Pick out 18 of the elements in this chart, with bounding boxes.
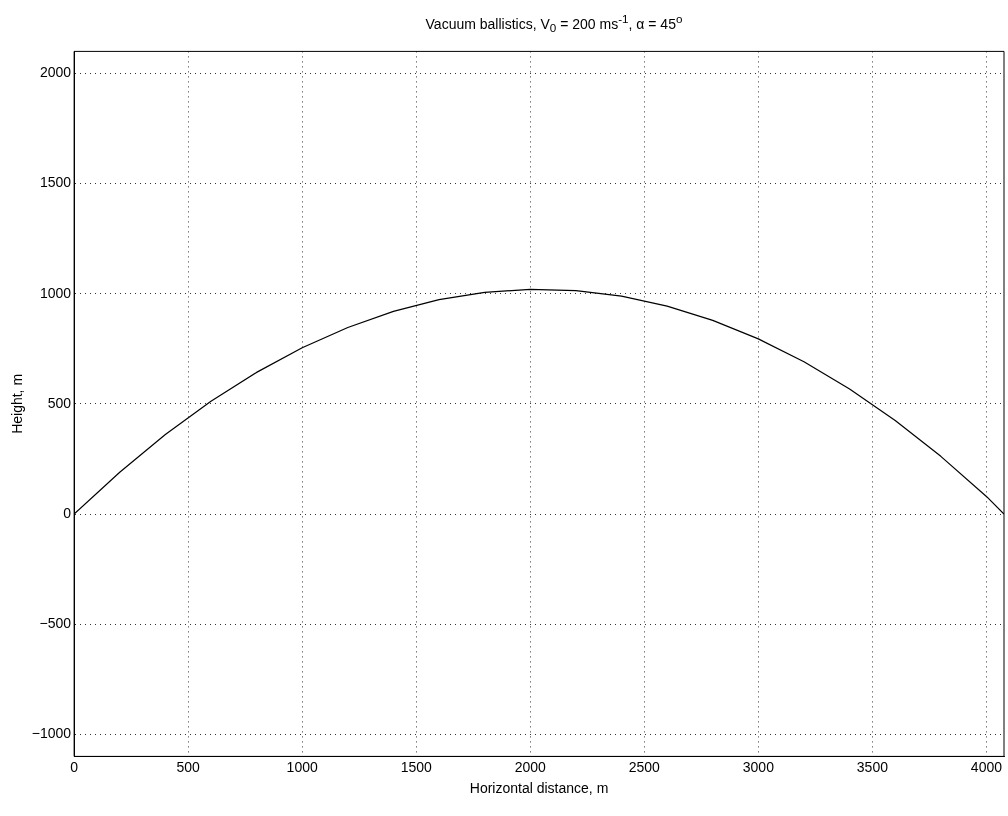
y-axis-title: Height, m [9,373,26,434]
y-tick-label: 2000 [39,64,72,81]
y-tick-label: −500 [39,615,72,632]
y-tick-label: 0 [63,504,72,521]
x-tick-label: 500 [176,758,201,775]
x-tick-label: 3500 [856,758,889,775]
x-tick-label: 1000 [286,758,318,775]
x-tick-label: 4000 [970,758,1003,775]
chart-title: Vacuum ballistics, V$_{0}$ = 200 ms$^{-1}$, α = 45$^{o}$ [424,11,684,37]
x-tick-label: 1500 [400,758,433,775]
y-tick-label: 500 [47,394,72,411]
y-tick-label: −1000 [31,725,72,742]
x-axis-title: Horizontal distance, m [469,780,609,797]
x-tick-label: 2000 [514,758,547,775]
x-tick-label: 3000 [742,758,775,775]
y-tick-label: 1500 [39,174,72,191]
x-tick-label: 2500 [628,758,661,775]
y-tick-label: 1000 [39,284,72,301]
